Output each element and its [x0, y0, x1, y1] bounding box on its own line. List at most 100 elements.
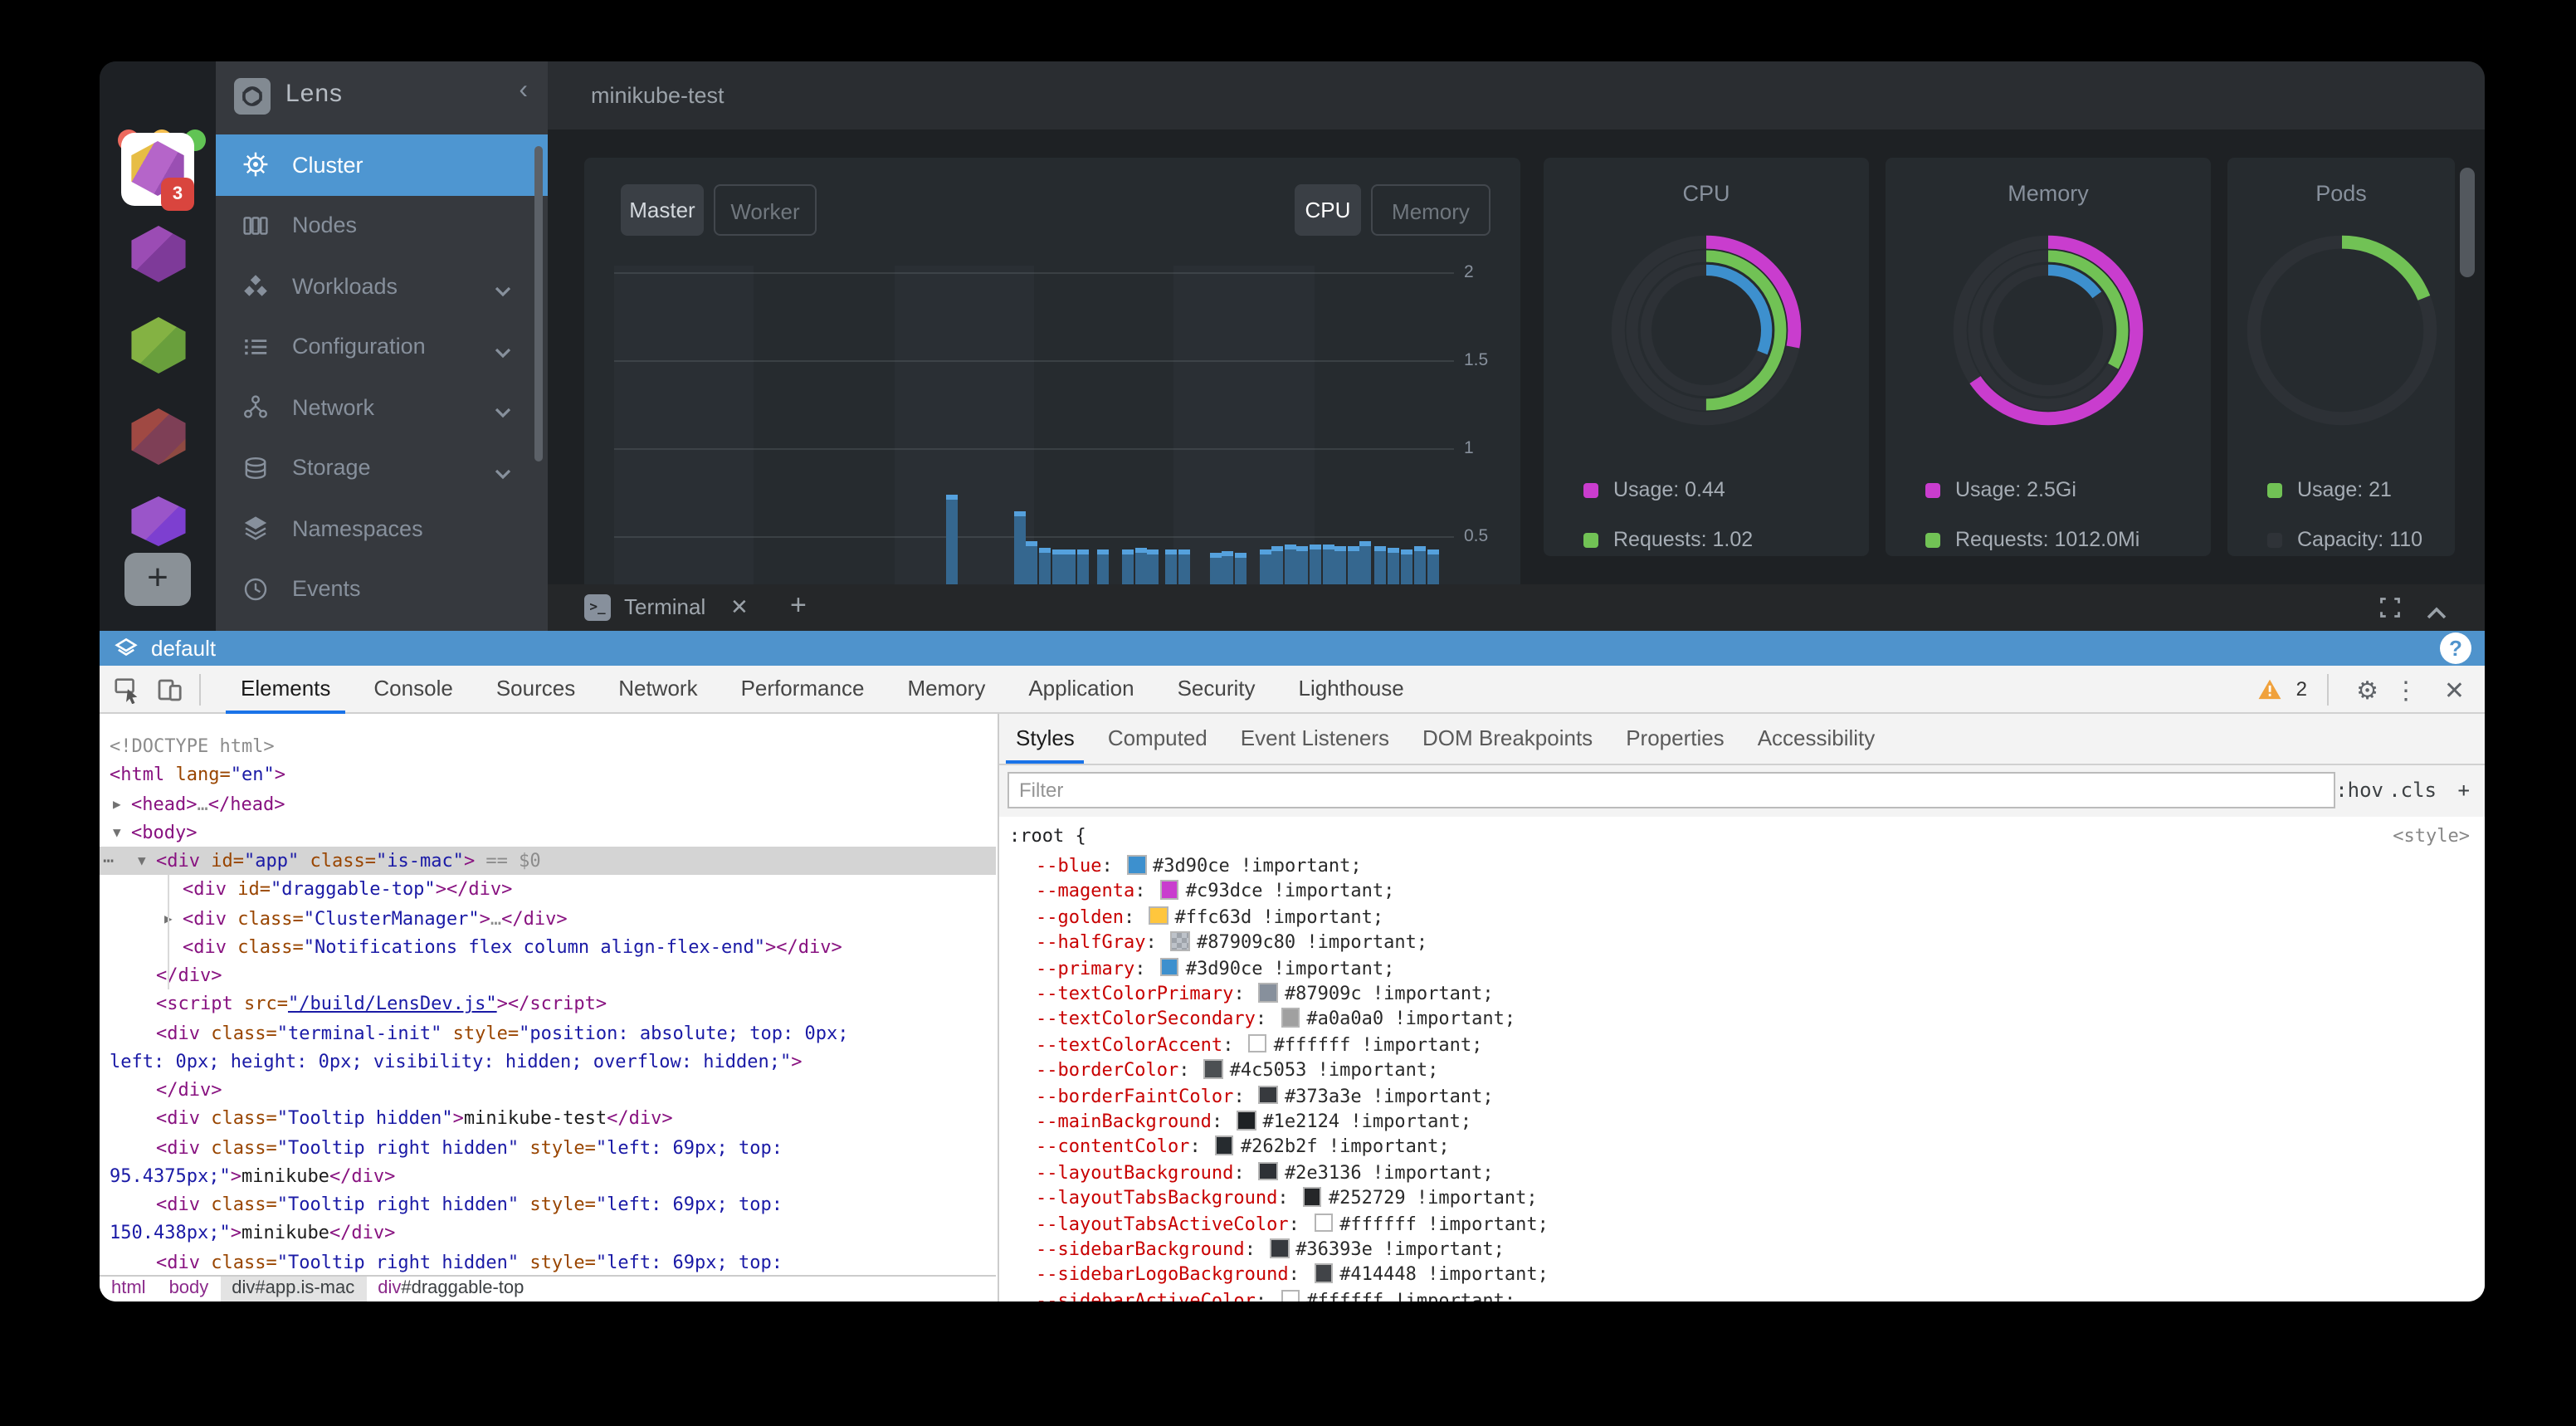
- tree-row[interactable]: </div>: [100, 961, 996, 990]
- css-property-value[interactable]: #3d90ce !important;: [1185, 957, 1395, 979]
- tree-row[interactable]: <div class="Tooltip right hidden" style=…: [100, 1190, 996, 1219]
- css-variable-row[interactable]: --sidebarActiveColor: #ffffff !important…: [1036, 1288, 1515, 1301]
- devtools-tab-console[interactable]: Console: [373, 676, 453, 701]
- tree-row[interactable]: ▶<div class="ClusterManager">…</div>: [100, 904, 996, 933]
- devtools-tab-application[interactable]: Application: [1028, 676, 1134, 701]
- breadcrumb-item[interactable]: html: [100, 1277, 158, 1301]
- devtools-tab-sources[interactable]: Sources: [495, 676, 576, 701]
- css-property-value[interactable]: #2e3136 !important;: [1284, 1161, 1494, 1184]
- css-property-value[interactable]: #373a3e !important;: [1284, 1085, 1494, 1107]
- devtools-tab-elements[interactable]: Elements: [219, 666, 352, 714]
- css-property-value[interactable]: #ffc63d !important;: [1174, 906, 1384, 928]
- color-swatch[interactable]: [1159, 880, 1179, 900]
- tree-row[interactable]: <script src="/build/LensDev.js"></script…: [100, 990, 996, 1019]
- expand-arrow-open-icon[interactable]: ▼: [138, 853, 146, 868]
- color-swatch[interactable]: [1203, 1059, 1223, 1079]
- chevron-down-icon[interactable]: [495, 400, 511, 418]
- terminal-close-icon[interactable]: ✕: [730, 594, 749, 619]
- settings-gear-icon[interactable]: ⚙: [2356, 677, 2378, 706]
- css-property-value[interactable]: #252729 !important;: [1328, 1187, 1538, 1209]
- css-variable-row[interactable]: --contentColor: #262b2f !important;: [1036, 1135, 1450, 1160]
- devtools-tab-memory[interactable]: Memory: [907, 676, 986, 701]
- tree-row[interactable]: </div>: [100, 1076, 996, 1105]
- css-variable-row[interactable]: --textColorAccent: #ffffff !important;: [1036, 1033, 1482, 1058]
- css-property-value[interactable]: #ffffff !important;: [1339, 1213, 1549, 1235]
- css-variable-row[interactable]: --mainBackground: #1e2124 !important;: [1036, 1109, 1471, 1135]
- css-property-name[interactable]: --halfGray: [1036, 931, 1146, 954]
- tree-row[interactable]: <div class="Tooltip right hidden" style=…: [100, 1248, 996, 1275]
- breadcrumb-item[interactable]: div#app.is-mac: [220, 1277, 367, 1301]
- metric-tab-cpu[interactable]: CPU: [1295, 184, 1361, 236]
- device-toolbar-icon[interactable]: [156, 676, 184, 704]
- css-property-value[interactable]: #414448 !important;: [1339, 1263, 1549, 1286]
- css-property-name[interactable]: --textColorPrimary: [1036, 983, 1234, 1004]
- css-variable-row[interactable]: --blue: #3d90ce !important;: [1036, 853, 1362, 879]
- color-swatch[interactable]: [1159, 957, 1179, 977]
- css-variable-row[interactable]: --layoutTabsBackground: #252729 !importa…: [1036, 1185, 1538, 1211]
- color-swatch[interactable]: [1237, 1111, 1256, 1130]
- warning-icon[interactable]: [2257, 677, 2282, 701]
- tree-row[interactable]: 95.4375px;">minikube</div>: [100, 1162, 996, 1191]
- color-swatch[interactable]: [1247, 1033, 1267, 1053]
- sidebar-collapse-icon[interactable]: ‹: [519, 76, 528, 105]
- css-property-value[interactable]: #3d90ce !important;: [1153, 855, 1362, 877]
- sidebar-scrollbar[interactable]: [534, 146, 543, 461]
- css-property-name[interactable]: --sidebarBackground: [1036, 1238, 1245, 1260]
- color-swatch[interactable]: [1258, 983, 1278, 1002]
- css-variable-row[interactable]: --textColorSecondary: #a0a0a0 !important…: [1036, 1007, 1515, 1033]
- css-property-name[interactable]: --textColorSecondary: [1036, 1008, 1256, 1030]
- tree-row[interactable]: <html lang="en">: [100, 761, 996, 790]
- toggle-add-style[interactable]: +: [2457, 779, 2470, 802]
- css-variable-row[interactable]: --layoutBackground: #2e3136 !important;: [1036, 1160, 1494, 1186]
- warning-count[interactable]: 2: [2295, 677, 2307, 701]
- tree-row[interactable]: <div id="draggable-top"></div>: [100, 876, 996, 905]
- sidebar-item-storage[interactable]: Storage: [216, 437, 548, 498]
- toggle-hov[interactable]: :hov: [2335, 779, 2383, 802]
- css-property-value[interactable]: #36393e !important;: [1295, 1238, 1505, 1260]
- tree-row[interactable]: <!DOCTYPE html>: [100, 732, 996, 761]
- tree-row[interactable]: left: 0px; height: 0px; visibility: hidd…: [100, 1048, 996, 1077]
- css-property-name[interactable]: --contentColor: [1036, 1135, 1190, 1158]
- color-swatch[interactable]: [1149, 906, 1168, 925]
- color-swatch[interactable]: [1302, 1187, 1322, 1207]
- styles-tab-computed[interactable]: Computed: [1107, 725, 1208, 750]
- add-cluster-button[interactable]: +: [124, 553, 191, 606]
- toggle-cls[interactable]: .cls: [2388, 779, 2437, 802]
- sidebar-item-configuration[interactable]: Configuration: [216, 316, 548, 377]
- css-property-value[interactable]: #4c5053 !important;: [1229, 1059, 1439, 1082]
- css-property-name[interactable]: --mainBackground: [1036, 1111, 1212, 1132]
- css-variable-row[interactable]: --sidebarBackground: #36393e !important;: [1036, 1237, 1505, 1262]
- sidebar-item-cluster[interactable]: Cluster: [216, 134, 548, 195]
- color-swatch[interactable]: [1314, 1213, 1334, 1233]
- color-swatch[interactable]: [1281, 1008, 1300, 1028]
- css-selector[interactable]: :root {: [1009, 825, 1086, 847]
- css-variable-row[interactable]: --magenta: #c93dce !important;: [1036, 879, 1394, 905]
- color-swatch[interactable]: [1258, 1085, 1278, 1105]
- css-property-name[interactable]: --layoutTabsBackground: [1036, 1187, 1278, 1209]
- cluster-2-icon[interactable]: [131, 226, 186, 282]
- css-property-name[interactable]: --blue: [1036, 855, 1102, 877]
- dock-fullscreen-icon[interactable]: [2378, 596, 2402, 619]
- styles-tab-dom-breakpoints[interactable]: DOM Breakpoints: [1422, 725, 1593, 750]
- cluster-5-icon[interactable]: [131, 496, 186, 546]
- inspect-element-icon[interactable]: [113, 676, 141, 705]
- metric-tab-memory[interactable]: Memory: [1371, 184, 1490, 236]
- color-swatch[interactable]: [1127, 855, 1146, 874]
- namespace-bar[interactable]: default ?: [100, 631, 2485, 666]
- css-property-name[interactable]: --textColorAccent: [1036, 1033, 1223, 1056]
- dashboard-scrollbar[interactable]: [2460, 168, 2475, 277]
- chevron-down-icon[interactable]: [495, 279, 511, 297]
- css-variable-row[interactable]: --sidebarLogoBackground: #414448 !import…: [1036, 1262, 1549, 1288]
- css-property-name[interactable]: --primary: [1036, 957, 1135, 979]
- css-property-value[interactable]: #ffffff !important;: [1273, 1033, 1483, 1056]
- css-property-name[interactable]: --layoutBackground: [1036, 1161, 1234, 1184]
- css-property-value[interactable]: #ffffff !important;: [1306, 1289, 1516, 1301]
- devtools-tab-performance[interactable]: Performance: [740, 676, 865, 701]
- devtools-close-icon[interactable]: ✕: [2443, 677, 2465, 706]
- css-variable-row[interactable]: --layoutTabsActiveColor: #ffffff !import…: [1036, 1211, 1549, 1237]
- expand-arrow-open-icon[interactable]: ▼: [113, 824, 121, 840]
- style-origin-link[interactable]: <style>: [2393, 825, 2470, 847]
- cluster-4-icon[interactable]: [131, 408, 186, 465]
- devtools-menu-icon[interactable]: ⋮: [2393, 677, 2418, 706]
- color-swatch[interactable]: [1314, 1263, 1334, 1283]
